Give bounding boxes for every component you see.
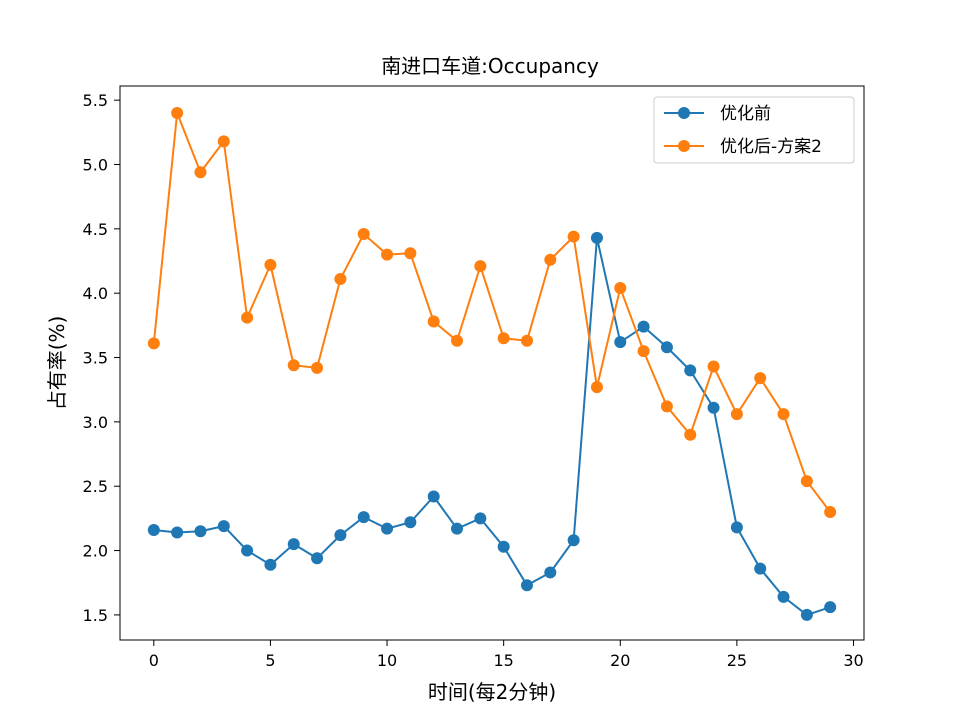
x-tick-label: 20 [610,651,630,670]
y-axis-label: 占有率(%) [45,316,69,411]
series-2-point [614,282,627,295]
legend-label-1: 优化前 [720,104,771,124]
series-1-point [777,590,790,603]
series-2-point [241,311,254,324]
series-2-point [427,315,440,328]
x-tick-label: 10 [377,651,397,670]
y-tick-label: 4.0 [83,284,108,303]
series-1-point [497,540,510,553]
x-tick-label: 15 [493,651,513,670]
series-1-point [754,562,767,575]
y-tick-label: 2.0 [83,542,108,561]
series-2-point [404,247,417,260]
series-1-point [474,512,487,525]
y-tick-label: 3.0 [83,413,108,432]
series-1-point [147,523,160,536]
series-2-point [660,400,673,413]
series-1-point [451,522,464,535]
series-2-point [637,345,650,358]
series-1-point [520,579,533,592]
series-2-point [451,334,464,347]
y-tick-label: 4.5 [83,220,108,239]
series-2-point [381,248,394,261]
series-2-point [497,332,510,345]
series-2-point [357,227,370,240]
series-1-point [357,511,370,524]
series-2-point [474,260,487,273]
series-1-point [707,401,720,414]
plot-frame [119,85,865,641]
series-2-point [520,334,533,347]
series-2-point [311,361,324,374]
series-2-point [730,408,743,421]
legend-marker-1 [678,107,690,119]
series-1-point [800,608,813,621]
series-2-point [754,372,767,385]
x-tick-label: 30 [843,651,863,670]
series-1-point [660,341,673,354]
y-tick-label: 3.5 [83,349,108,368]
series-2-point [287,359,300,372]
series-2-point [544,253,557,266]
series-2-point [824,505,837,518]
series-1-point [287,538,300,551]
series-1-point [381,522,394,535]
x-axis: 0 5 10 15 20 25 30 [149,640,864,670]
chart-title: 南进口车道:Occupancy [381,54,599,78]
series-1-point [567,534,580,547]
y-tick-label: 5.5 [83,91,108,110]
series-1-point [241,544,254,557]
series-2-point [264,258,277,271]
series-2-point [217,135,230,148]
plot-area [120,86,864,640]
y-tick-label: 2.5 [83,477,108,496]
series-1-point [824,601,837,614]
series-2-point [590,381,603,394]
x-tick-label: 5 [265,651,275,670]
series-2-point [147,337,160,350]
series-1-point [730,521,743,534]
series-1-point [544,566,557,579]
series-2-point [567,230,580,243]
series-line-2 [152,112,831,513]
series-2-point [800,475,813,488]
series-1-point [264,558,277,571]
series-1-point [614,336,627,349]
series-1-point [684,364,697,377]
series-1-point [637,320,650,333]
legend-marker-2 [678,140,690,152]
series-2-point [777,408,790,421]
series-2-point [334,273,347,286]
series-2-point [194,166,207,179]
series-layer [147,107,837,621]
x-axis-label: 时间(每2分钟) [428,680,556,704]
y-tick-label: 1.5 [83,606,108,625]
series-1-point [217,520,230,533]
series-2-point [684,428,697,441]
y-axis: 1.5 2.0 2.5 3.0 3.5 4.0 4.5 5.0 5.5 [83,91,120,625]
y-tick-label: 5.0 [83,155,108,174]
series-2-point [707,360,720,373]
series-1-point [311,552,324,565]
series-1-point [404,516,417,529]
series-1-point [194,525,207,538]
x-tick-label: 25 [727,651,747,670]
series-1-point [171,526,184,539]
series-1-point [590,231,603,244]
series-2-point [171,107,184,120]
legend-label-2: 优化后-方案2 [720,137,822,157]
x-tick-label: 0 [149,651,159,670]
series-1-point [334,529,347,542]
series-1-point [427,490,440,503]
